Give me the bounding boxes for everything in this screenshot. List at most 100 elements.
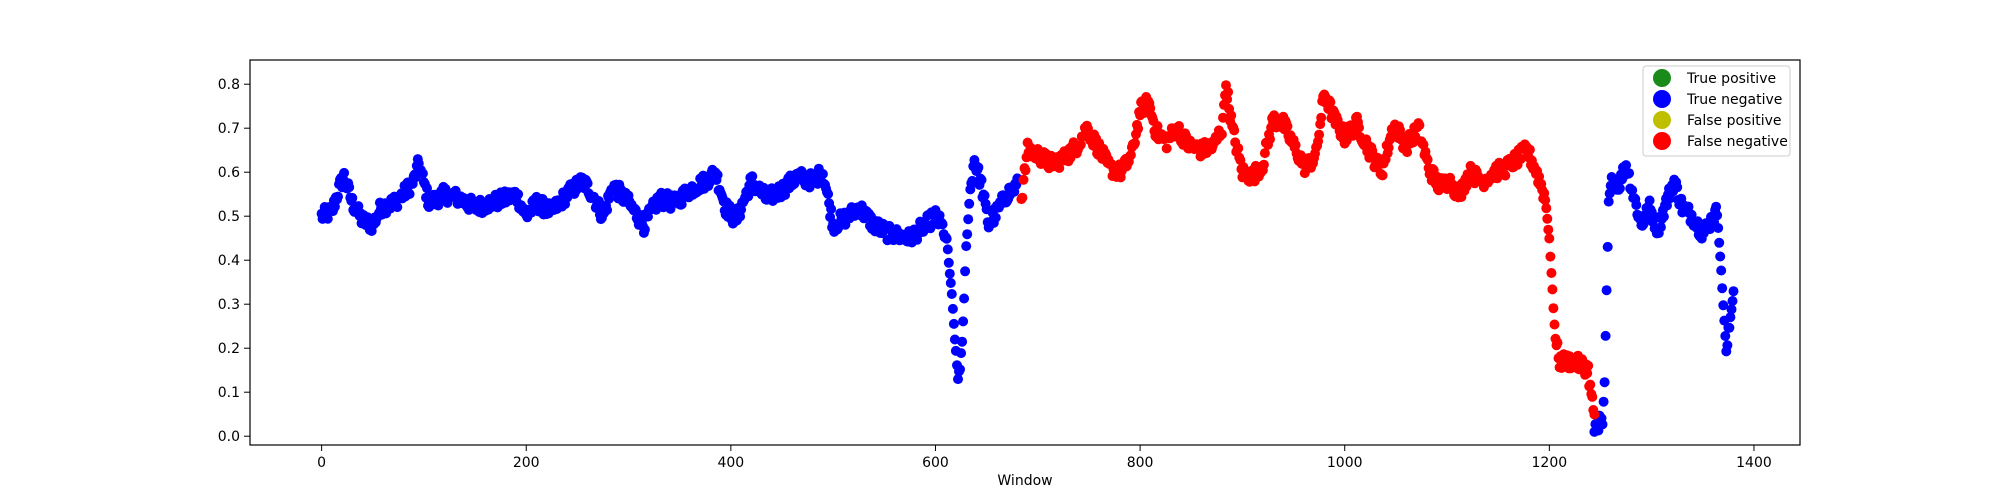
- data-point: [1290, 140, 1301, 150]
- x-axis-label: Window: [997, 473, 1052, 489]
- data-point: [1692, 216, 1703, 227]
- x-tick-label: 0: [317, 455, 326, 471]
- data-point: [1725, 312, 1736, 323]
- data-point: [1325, 97, 1336, 108]
- data-point: [959, 293, 970, 304]
- data-point: [1545, 251, 1556, 262]
- legend-item-false-positive: False positive: [1653, 111, 1782, 129]
- data-point: [404, 189, 415, 199]
- data-point: [1711, 201, 1722, 212]
- data-point: [1644, 195, 1655, 206]
- data-point: [1582, 368, 1593, 379]
- x-tick-label: 1200: [1532, 455, 1568, 471]
- x-tick-label: 1000: [1327, 455, 1363, 471]
- data-point: [946, 289, 957, 299]
- data-point: [1601, 285, 1612, 296]
- plot-frame: [249, 59, 1801, 446]
- data-point: [1542, 213, 1553, 224]
- data-point: [942, 244, 953, 255]
- y-tick-label: 0.1: [218, 385, 240, 401]
- data-point: [957, 336, 968, 347]
- data-point: [941, 233, 952, 244]
- x-tick-label: 600: [922, 455, 949, 471]
- data-point: [1544, 233, 1555, 244]
- data-point: [1543, 224, 1554, 235]
- data-point: [1713, 223, 1724, 233]
- data-point: [1600, 330, 1611, 341]
- data-point: [1541, 203, 1552, 214]
- data-point: [1316, 112, 1327, 123]
- data-point: [1716, 265, 1727, 276]
- data-point: [1075, 139, 1086, 150]
- data-point: [955, 364, 965, 375]
- data-point: [961, 241, 972, 252]
- data-point: [1133, 123, 1144, 134]
- legend-box: [1642, 65, 1791, 157]
- data-point: [602, 205, 613, 215]
- legend-marker-false-positive: [1653, 111, 1671, 129]
- data-point: [1589, 409, 1600, 420]
- data-point: [392, 202, 403, 213]
- data-point: [344, 182, 355, 193]
- data-point: [1672, 182, 1683, 193]
- data-point: [1552, 337, 1563, 348]
- data-point: [333, 191, 343, 202]
- data-point: [1624, 168, 1635, 179]
- data-point: [1658, 211, 1669, 222]
- data-point: [1598, 396, 1609, 407]
- data-point: [1017, 192, 1028, 203]
- y-axis: 0.0 0.1 0.2 0.3 0.4 0.5 0.6 0.7 0.8: [218, 77, 250, 445]
- data-point: [676, 199, 687, 210]
- data-point: [1631, 200, 1642, 210]
- data-point: [1587, 391, 1598, 402]
- data-point: [947, 303, 958, 314]
- legend-item-false-negative: False negative: [1653, 132, 1788, 150]
- points-layer: [316, 80, 1739, 437]
- x-axis: 0 200 400 600 800 1000 1200 1400: [317, 445, 1772, 471]
- data-point: [1540, 195, 1551, 206]
- data-point: [1383, 142, 1394, 153]
- data-point: [1655, 222, 1666, 233]
- data-point: [943, 257, 954, 268]
- data-point: [1547, 284, 1558, 295]
- data-point: [1720, 331, 1731, 341]
- data-point: [1354, 122, 1364, 133]
- data-point: [339, 167, 350, 178]
- data-point: [1125, 150, 1136, 160]
- data-point: [1715, 251, 1726, 262]
- x-tick-label: 1400: [1736, 455, 1772, 471]
- data-point: [1223, 87, 1234, 97]
- data-point: [1259, 148, 1270, 159]
- data-point: [1130, 138, 1140, 148]
- data-point: [964, 198, 975, 209]
- data-point: [990, 212, 1001, 223]
- y-tick-label: 0.2: [218, 341, 240, 357]
- data-point: [1603, 196, 1614, 207]
- data-point: [422, 183, 432, 194]
- legend-marker-false-negative: [1653, 132, 1671, 150]
- legend-label-false-positive: False positive: [1687, 113, 1782, 129]
- x-tick-label: 200: [513, 455, 540, 471]
- data-point: [973, 162, 984, 173]
- data-point: [1597, 419, 1608, 430]
- data-point: [963, 214, 974, 225]
- data-point: [1500, 170, 1511, 181]
- x-tick-label: 400: [717, 455, 744, 471]
- data-point: [1082, 123, 1093, 134]
- data-point: [823, 189, 834, 199]
- data-point: [1583, 360, 1594, 371]
- data-point: [1314, 129, 1325, 140]
- data-point: [1602, 241, 1613, 252]
- data-point: [1726, 304, 1737, 315]
- data-point: [1282, 121, 1293, 132]
- legend-marker-true-negative: [1653, 90, 1671, 108]
- data-point: [712, 169, 723, 180]
- data-point: [347, 192, 358, 203]
- data-point: [582, 178, 593, 189]
- data-point: [747, 171, 758, 182]
- y-tick-label: 0.5: [218, 209, 240, 225]
- data-point: [1627, 185, 1638, 196]
- data-point: [1402, 147, 1413, 158]
- data-point: [1712, 210, 1723, 221]
